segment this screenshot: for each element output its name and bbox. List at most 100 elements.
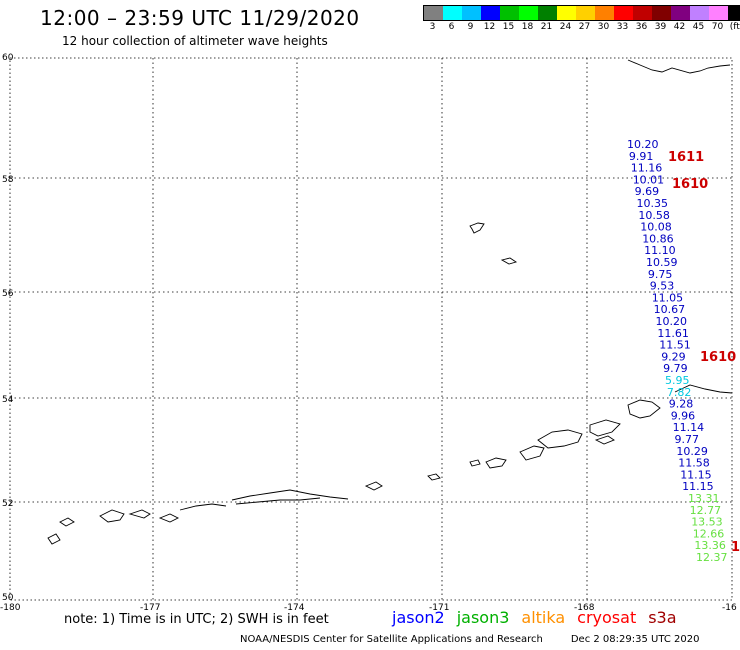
wave-height-value: 13.31 xyxy=(688,492,720,505)
wave-height-value: 9.96 xyxy=(671,409,696,422)
legend-label: 42 xyxy=(673,22,686,32)
credit-org: NOAA/NESDIS Center for Satellite Applica… xyxy=(240,634,543,645)
legend-swatch xyxy=(652,6,671,20)
legend-swatch xyxy=(614,6,633,20)
wave-height-value: 9.91 xyxy=(629,150,654,163)
latitude-labels: 60 58 56 54 52 50 xyxy=(2,53,14,603)
wave-height-value: 9.28 xyxy=(669,398,694,411)
legend-swatch xyxy=(728,6,740,20)
wave-height-value: 5.95 xyxy=(665,374,690,387)
wave-height-value: 9.75 xyxy=(648,268,673,281)
wave-height-value: 10.67 xyxy=(654,303,686,316)
wave-height-value: 10.20 xyxy=(656,315,688,328)
pribilof-island-small xyxy=(500,257,518,265)
wave-height-value: 10.86 xyxy=(642,232,674,245)
page-subtitle: 12 hour collection of altimeter wave hei… xyxy=(62,34,328,48)
credit-timestamp: Dec 2 08:29:35 UTC 2020 xyxy=(570,634,700,645)
attu-island xyxy=(99,509,125,523)
wave-height-value: 12.37 xyxy=(696,551,728,564)
coastlines xyxy=(47,59,733,545)
longitude-label: -171 xyxy=(429,603,449,613)
wave-height-value: 1610 xyxy=(700,350,736,365)
alaska-coast-north xyxy=(627,59,731,74)
legend-label: 33 xyxy=(616,22,629,32)
satellite-jason2: jason2 xyxy=(392,608,445,627)
pribilof-island xyxy=(469,222,485,234)
satellite-altika: altika xyxy=(521,608,566,627)
legend-label: 21 xyxy=(540,22,553,32)
unalaska-island xyxy=(627,399,661,419)
wave-height-value: 10.29 xyxy=(676,445,708,458)
latitude-label: 58 xyxy=(2,175,14,185)
legend-label: 18 xyxy=(521,22,534,32)
legend-swatch xyxy=(671,6,690,20)
satellite-legend: jason2 jason3 altika cryosat s3a xyxy=(392,608,689,627)
legend-label: 6 xyxy=(448,22,455,32)
longitude-label: -168 xyxy=(574,603,595,613)
legend-label: 9 xyxy=(467,22,474,32)
wave-height-value: 1611 xyxy=(668,150,704,165)
islands-of-four-mountains xyxy=(537,429,583,449)
legend-label: 27 xyxy=(578,22,591,32)
map-grid xyxy=(10,58,732,600)
legend-swatch xyxy=(709,6,728,20)
color-legend xyxy=(423,5,740,21)
wave-height-value: 11.14 xyxy=(673,421,705,434)
wave-height-value: 11.05 xyxy=(652,291,684,304)
legend-label: (ft) xyxy=(729,22,740,32)
wave-height-value: 13.36 xyxy=(694,539,726,552)
commander-islands xyxy=(59,517,75,527)
legend-swatch xyxy=(481,6,500,20)
wave-height-value: 11.15 xyxy=(680,468,712,481)
wave-height-value: 9.79 xyxy=(663,362,688,375)
legend-swatch xyxy=(557,6,576,20)
tanaga-island xyxy=(427,473,441,481)
legend-swatch xyxy=(576,6,595,20)
wave-height-value: 11.16 xyxy=(631,162,663,175)
latitude-label: 52 xyxy=(2,499,13,509)
andreanof-islands xyxy=(485,457,507,469)
agattu-island xyxy=(128,509,151,519)
legend-swatch xyxy=(424,6,443,20)
legend-label: 3 xyxy=(429,22,436,32)
wave-height-value: 10.20 xyxy=(627,138,659,151)
wave-height-value: 11.51 xyxy=(659,339,691,352)
legend-label: 39 xyxy=(654,22,667,32)
legend-swatch xyxy=(500,6,519,20)
legend-label: 45 xyxy=(692,22,705,32)
andreanof-islet xyxy=(469,459,481,467)
latitude-label: 56 xyxy=(2,289,14,299)
satellite-cryosat: cryosat xyxy=(577,608,637,627)
altimeter-track-values: 10.209.9111.1610.019.6910.3510.5810.0810… xyxy=(627,138,740,564)
legend-swatch xyxy=(519,6,538,20)
atka-island xyxy=(519,445,545,461)
longitude-label: -177 xyxy=(140,603,160,613)
wave-height-value: 11.58 xyxy=(678,457,710,470)
wave-height-value: 10.01 xyxy=(633,173,665,186)
legend-label: 30 xyxy=(597,22,610,32)
legend-swatch xyxy=(633,6,652,20)
legend-label: 70 xyxy=(711,22,724,32)
latitude-label: 50 xyxy=(2,593,14,603)
wave-height-value: 9.29 xyxy=(661,350,686,363)
legend-label: 12 xyxy=(483,22,496,32)
wave-height-value: 10.59 xyxy=(646,256,678,269)
near-islands xyxy=(179,503,227,511)
wave-height-value: 11.15 xyxy=(682,480,714,493)
wave-height-value: 7.82 xyxy=(667,386,692,399)
rat-islands xyxy=(231,489,349,501)
wave-height-value: 11.10 xyxy=(644,244,676,257)
credit-line: NOAA/NESDIS Center for Satellite Applica… xyxy=(240,634,699,645)
longitude-label: -180 xyxy=(0,603,21,613)
legend-label: 24 xyxy=(559,22,572,32)
latitude-label: 54 xyxy=(2,395,14,405)
wave-height-value: 12.66 xyxy=(693,527,725,540)
wave-height-value: 10.08 xyxy=(640,221,672,234)
semichi-islands xyxy=(158,513,180,523)
legend-label: 36 xyxy=(635,22,648,32)
alaska-peninsula xyxy=(674,384,733,394)
legend-swatch xyxy=(690,6,709,20)
wave-height-value: 11.61 xyxy=(657,327,689,340)
